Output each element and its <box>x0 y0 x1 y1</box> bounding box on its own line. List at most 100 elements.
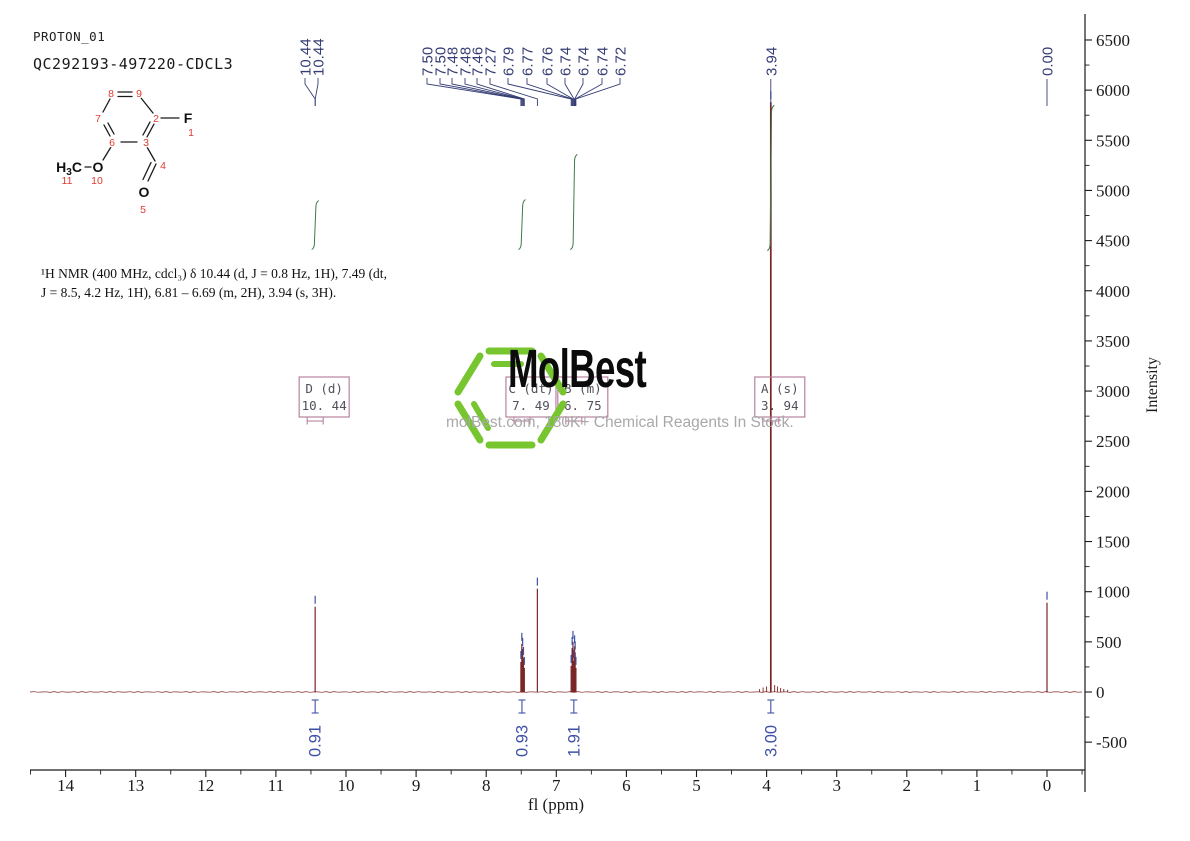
atom-labels: F O O H3C 1 234 5 67 8 9 10 11 <box>56 87 194 217</box>
integration-value: 0.91 <box>307 725 325 757</box>
leader-line <box>546 78 574 106</box>
y-tick-label: 3000 <box>1096 382 1130 401</box>
leader-line <box>304 78 316 106</box>
leader-line <box>526 78 573 106</box>
leader-line <box>574 78 603 106</box>
bond-lines <box>84 91 180 182</box>
y-tick-label: 5500 <box>1096 131 1130 150</box>
x-tick-label: 11 <box>268 776 284 795</box>
x-tick-label: 12 <box>197 776 214 795</box>
shift-label: 7.48 <box>458 47 475 76</box>
peak-pick-marks <box>314 91 1048 665</box>
x-tick-label: 10 <box>338 776 355 795</box>
x-tick-label: 4 <box>762 776 771 795</box>
leader-line <box>489 78 538 106</box>
shift-label: 0.00 <box>1040 47 1057 76</box>
x-axis-title: fl (ppm) <box>528 795 584 814</box>
shift-label: 7.50 <box>433 47 450 76</box>
annotation-shift: 6. 75 <box>564 398 602 413</box>
y-axis-title: Intensity <box>1144 357 1161 413</box>
y-tick-label: 500 <box>1096 633 1122 652</box>
atom-number-1: 1 <box>188 127 194 139</box>
baseline <box>29 691 1083 693</box>
leader-line <box>451 78 524 106</box>
atom-number-5: 5 <box>140 204 146 216</box>
shift-label: 3.94 <box>764 47 781 76</box>
group-methyl: H3C <box>56 159 82 178</box>
x-tick-label: 7 <box>552 776 561 795</box>
annotation-shift: 3. 94 <box>761 398 799 413</box>
annotation-box <box>505 376 557 418</box>
citation-line2: J = 8.5, 4.2 Hz, 1H), 6.81 – 6.69 (m, 2H… <box>41 285 337 300</box>
x-tick-label: 3 <box>832 776 841 795</box>
atom-oxygen-carbonyl: O <box>139 184 150 200</box>
experiment-name: PROTON_01 <box>33 29 106 44</box>
shift-label: 7.48 <box>445 47 462 76</box>
atom-number-8: 8 <box>108 88 114 100</box>
x-tick-label: 5 <box>692 776 701 795</box>
atom-oxygen-ether: O <box>93 159 104 175</box>
atom-number-4: 4 <box>160 160 166 172</box>
molecule-structure: F O O H3C 1 234 5 67 8 9 10 11 <box>56 87 194 217</box>
x-tick-label: 8 <box>482 776 491 795</box>
shift-label: 6.74 <box>595 47 612 76</box>
shift-label: 6.77 <box>520 47 537 76</box>
y-tick-label: 6000 <box>1096 81 1130 100</box>
x-tick-label: 2 <box>903 776 912 795</box>
y-tick-label: 6500 <box>1096 31 1130 50</box>
x-tick-label: 6 <box>622 776 631 795</box>
y-tick-label: 1000 <box>1096 583 1130 602</box>
shift-label: 6.79 <box>501 47 518 76</box>
leader-line <box>507 78 572 106</box>
y-tick-label: 3500 <box>1096 332 1130 351</box>
atom-number-11: 11 <box>62 175 73 187</box>
annotation-shift: 10. 44 <box>302 398 347 413</box>
shift-label: 7.27 <box>483 47 500 76</box>
x-axis: 14 13 12 11 10 9 8 7 6 5 4 3 2 1 0fl (ppm) <box>30 769 1085 814</box>
integral-curve <box>311 200 320 251</box>
citation-line1: ¹H NMR (400 MHz, cdcl₃) δ 10.44 (d, J = … <box>41 266 387 281</box>
integration-value: 3.00 <box>762 725 780 757</box>
annotation-id: A (s) <box>761 381 799 396</box>
annotation-box <box>298 376 350 418</box>
annotation-box <box>557 376 609 418</box>
shift-label: 6.76 <box>540 47 557 76</box>
y-tick-label: 5000 <box>1096 181 1130 200</box>
integral-curves <box>311 104 775 252</box>
y-tick-label: 0 <box>1096 683 1105 702</box>
leader-line <box>439 78 523 106</box>
nmr-citation: ¹H NMR (400 MHz, cdcl₃) δ 10.44 (d, J = … <box>41 264 389 302</box>
peak-annotations: D (d) 10. 44 C (dt) 7. 49 B (m) 6. 75 A (s) 3. … <box>298 376 806 425</box>
y-tick-label: 4000 <box>1096 282 1130 301</box>
atom-number-6: 6 <box>109 137 115 149</box>
y-axis: -500 0 500 1000 1500 2000 2500 3000 3500 4000 4500… <box>1084 14 1161 792</box>
integration-values: 0.91 0.93 1.91 3.00 <box>307 699 780 757</box>
y-tick-label: 2500 <box>1096 432 1130 451</box>
leader-line <box>464 78 524 106</box>
annotation-id: C (dt) <box>508 381 553 396</box>
shift-label: 10.44 <box>311 38 328 76</box>
y-tick-label: 4500 <box>1096 232 1130 251</box>
annotation-shift: 7. 49 <box>512 398 550 413</box>
shift-label: 6.74 <box>576 47 593 76</box>
x-tick-label: 9 <box>412 776 421 795</box>
leader-line <box>476 78 525 106</box>
integral-curve <box>767 104 775 252</box>
x-tick-label: 14 <box>57 776 75 795</box>
x-tick-label: 1 <box>973 776 982 795</box>
atom-number-3: 3 <box>143 137 149 149</box>
annotation-box <box>754 376 806 418</box>
x-tick-label: 0 <box>1043 776 1052 795</box>
spectrum-trace <box>29 102 1083 693</box>
shift-label: 7.46 <box>470 47 487 76</box>
y-tick-label: 1500 <box>1096 533 1130 552</box>
shift-label: 6.74 <box>558 47 575 76</box>
integral-curve <box>518 199 526 251</box>
leader-line <box>314 78 319 106</box>
leader-line <box>574 78 584 106</box>
leader-line <box>564 78 575 106</box>
atom-number-7: 7 <box>95 113 101 125</box>
shift-label: 7.50 <box>420 47 437 76</box>
